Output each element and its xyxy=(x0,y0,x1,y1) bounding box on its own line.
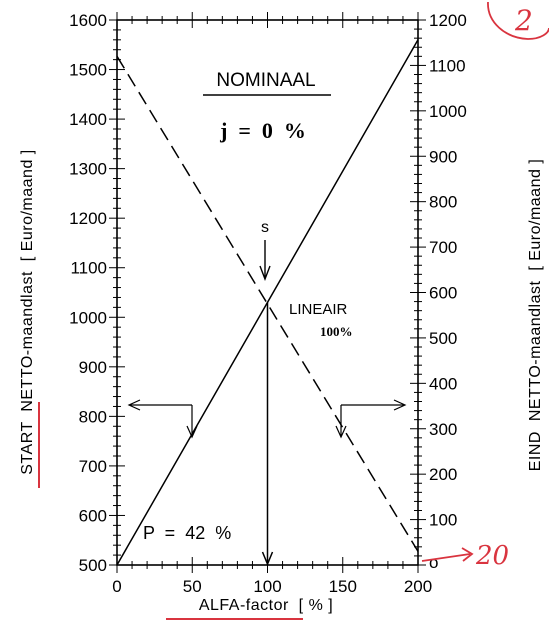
y-left-tick-label: 1300 xyxy=(69,160,107,179)
y-left-tick-label: 900 xyxy=(79,358,107,377)
handwritten-20: 20 xyxy=(475,541,509,571)
y-left-tick-label: 1600 xyxy=(69,11,107,30)
y-left-tick-label: 700 xyxy=(79,457,107,476)
right-arrow-down-head xyxy=(335,425,347,439)
y-right-tick-label: 900 xyxy=(429,147,457,166)
alpha-100-marker-arrow-head xyxy=(261,551,274,566)
y-left-tick-label: 1200 xyxy=(69,209,107,228)
x-tick-label: 0 xyxy=(112,577,121,596)
y-right-tick-label: 100 xyxy=(429,511,457,530)
series-layer xyxy=(116,39,419,566)
series-line-dashed xyxy=(116,55,419,552)
x-tick-label: 200 xyxy=(404,577,432,596)
tick-labels: 5006007008009001000110012001300140015001… xyxy=(69,11,467,596)
y-right-tick-label: 500 xyxy=(429,329,457,348)
y-right-tick-label: 1000 xyxy=(429,102,467,121)
series-line-solid xyxy=(116,39,419,566)
handwritten-arrow-head xyxy=(461,547,474,562)
x-axis-title: ALFA-factor [ % ] xyxy=(199,597,333,614)
rate-label: j = 0 % xyxy=(219,118,306,143)
y-left-tick-label: 500 xyxy=(79,556,107,575)
y-left-tick-label: 800 xyxy=(79,407,107,426)
handwritten-arrow-shaft xyxy=(421,553,471,562)
right-arrow-head xyxy=(393,399,407,411)
left-arrow-down-head xyxy=(186,425,198,439)
y-left-tick-label: 1500 xyxy=(69,61,107,80)
y-axis-title-right: EIND NETTO-maandlast [ Euro/maand ] xyxy=(527,159,544,472)
x-tick-label: 100 xyxy=(253,577,281,596)
y-axis-title-left: START NETTO-maandlast [ Euro/maand ] xyxy=(19,149,36,474)
handwritten-corner-digit: 2 xyxy=(514,4,533,37)
y-right-tick-label: 400 xyxy=(429,374,457,393)
y-left-tick-label: 1400 xyxy=(69,110,107,129)
y-right-tick-label: 700 xyxy=(429,238,457,257)
lineair-label: LINEAIR xyxy=(289,301,348,318)
y-right-tick-label: 1100 xyxy=(429,56,466,75)
p-label: P = 42 % xyxy=(143,523,231,543)
nominaal-title: NOMINAAL xyxy=(216,70,315,91)
y-right-tick-label: 600 xyxy=(429,284,457,303)
x-tick-label: 150 xyxy=(329,577,357,596)
y-right-tick-label: 300 xyxy=(429,420,457,439)
s-marker-arrow-head xyxy=(259,265,271,281)
y-right-zero-label: o xyxy=(429,553,438,572)
y-right-tick-label: 200 xyxy=(429,465,457,484)
y-left-tick-label: 1000 xyxy=(69,308,107,327)
handwritten-circle xyxy=(487,1,549,40)
y-left-tick-label: 1100 xyxy=(70,259,107,278)
lineair-pct-label: 100% xyxy=(320,324,353,339)
left-arrow-head xyxy=(127,399,141,411)
x-tick-label: 50 xyxy=(183,577,202,596)
y-right-tick-label: 1200 xyxy=(429,11,467,30)
y-right-tick-label: 800 xyxy=(429,193,457,212)
y-left-tick-label: 600 xyxy=(79,506,107,525)
s-marker-label: s xyxy=(261,219,269,236)
